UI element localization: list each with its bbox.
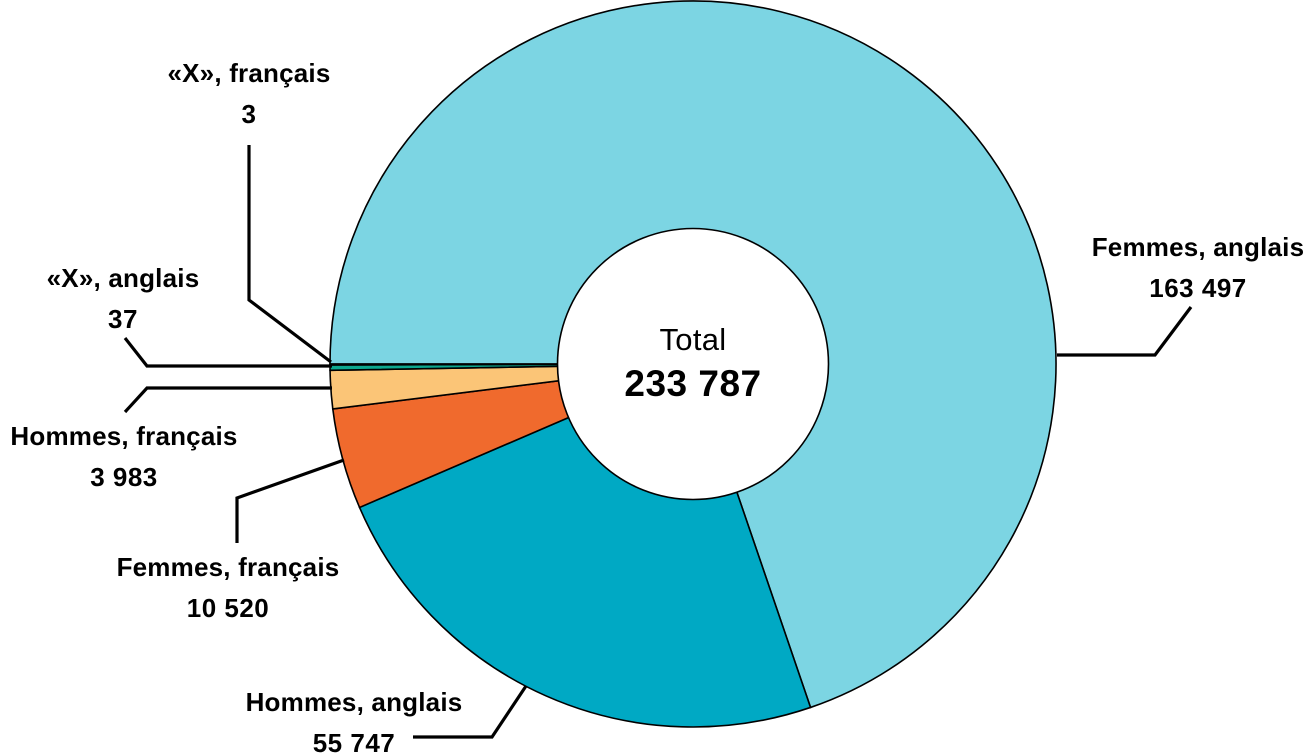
slice-label: Femmes, anglais xyxy=(1091,232,1305,262)
total-title: Total xyxy=(659,322,727,357)
slice-label: «X», français xyxy=(167,58,331,88)
label-femmes-anglais: Femmes, anglais 163 497 xyxy=(1092,232,1305,301)
slice-value: 3 983 xyxy=(90,461,158,492)
leader-line-x-anglais xyxy=(123,337,332,368)
leader-line-hommes-francais xyxy=(123,386,332,414)
slice-value: 10 520 xyxy=(186,592,270,623)
slice-label: Hommes, anglais xyxy=(245,687,463,717)
center-total-label: Total 233 787 xyxy=(624,324,761,402)
label-hommes-francais: Hommes, français 3 983 xyxy=(10,421,237,490)
label-hommes-anglais: Hommes, anglais 55 747 xyxy=(246,687,463,756)
label-femmes-francais: Femmes, français 10 520 xyxy=(117,552,340,621)
leader-line-femmes-anglais xyxy=(1057,306,1193,357)
leader-line-x-francais xyxy=(247,145,332,364)
label-x-anglais: «X», anglais 37 xyxy=(47,263,200,332)
label-x-francais: «X», français 3 xyxy=(167,58,330,127)
slice-value: 37 xyxy=(108,303,138,334)
slice-label: Hommes, français xyxy=(10,421,238,451)
total-value: 233 787 xyxy=(624,363,762,404)
donut-hole-circle xyxy=(556,227,830,501)
slice-value: 3 xyxy=(241,98,257,129)
slice-label: Femmes, français xyxy=(116,552,340,582)
slice-value: 163 497 xyxy=(1149,272,1247,303)
slice-label: «X», anglais xyxy=(46,263,200,293)
slice-value: 55 747 xyxy=(312,727,396,756)
leader-line-hommes-anglais xyxy=(413,685,528,739)
leader-line-femmes-francais xyxy=(235,458,345,543)
